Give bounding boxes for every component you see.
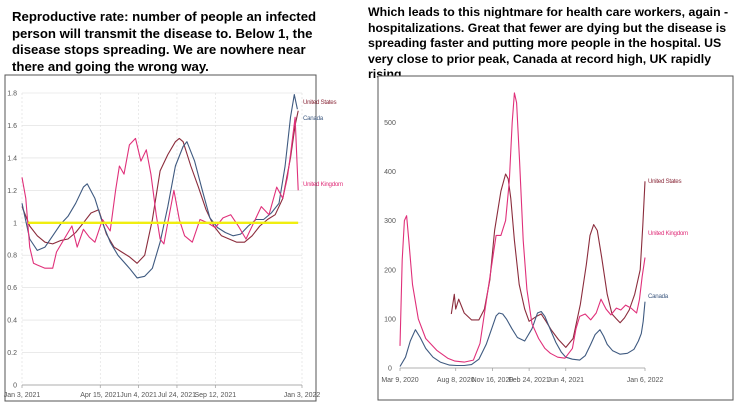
y-tick-label: 1.8 <box>7 91 17 98</box>
label-canada: Canada <box>648 293 669 300</box>
y-tick-label: 0.8 <box>7 253 17 260</box>
x-tick-label: Aug 8, 2020 <box>437 377 475 384</box>
x-tick-label: Mar 9, 2020 <box>381 377 418 384</box>
y-tick-label: 1.6 <box>7 123 17 130</box>
series-line-united-states <box>21 110 299 264</box>
y-tick-label: 0.6 <box>7 285 17 292</box>
x-tick-label: Jan 3, 2021 <box>4 392 41 399</box>
series-line-canada <box>399 301 646 367</box>
y-tick-label: 200 <box>384 267 396 274</box>
series-line-united-kingdom <box>399 92 646 363</box>
x-tick-label: Jan 6, 2022 <box>627 377 664 384</box>
x-tick-label: Jan 3, 2022 <box>284 392 321 399</box>
y-tick-label: 1.4 <box>7 155 17 162</box>
right-chart-frame <box>377 75 734 401</box>
series-line-united-states <box>450 173 646 348</box>
right-caption: Which leads to this nightmare for health… <box>368 5 729 81</box>
y-tick-label: 0.4 <box>7 318 17 325</box>
y-tick-label: 300 <box>384 218 396 225</box>
series-line-united-kingdom <box>21 116 299 269</box>
reproduction-rate-chart: 0 0.2 0.4 0.6 0.8 1 1.2 1.4 1.6 1.8 Jan 3, 2021 Ap… <box>4 91 344 400</box>
y-tick-label: 1 <box>13 220 17 227</box>
x-tick-label: Nov 16, 2020 <box>472 377 514 384</box>
x-tick-label: Apr 15, 2021 <box>80 392 120 399</box>
y-tick-label: 100 <box>384 316 396 323</box>
x-tick-label: Jun 4, 2021 <box>547 377 584 384</box>
hospitalizations-chart: 0 100 200 300 400 500 Mar 9, 2020 Aug 8, 2020N… <box>381 92 688 384</box>
left-caption: Reproductive rate: number of people an i… <box>12 9 317 74</box>
y-tick-label: 500 <box>384 120 396 127</box>
label-united-states: United States <box>303 99 336 106</box>
x-tick-label: Feb 24, 2021 <box>508 377 549 384</box>
y-tick-label: 0 <box>388 366 392 373</box>
series-line-canada <box>21 94 298 279</box>
label-united-kingdom: United Kingdom <box>303 181 343 188</box>
y-tick-label: 0.2 <box>7 350 17 357</box>
label-canada: Canada <box>303 115 324 122</box>
y-tick-label: 1.2 <box>7 188 17 195</box>
label-united-states: United States <box>648 178 681 185</box>
x-tick-label: Jun 4, 2021 <box>120 392 157 399</box>
x-tick-label: Jul 24, 2021 <box>158 392 196 399</box>
x-tick-label: Sep 12, 2021 <box>194 392 236 399</box>
label-united-kingdom: United Kingdom <box>648 230 688 237</box>
y-tick-label: 400 <box>384 169 396 176</box>
y-tick-label: 0 <box>13 383 17 390</box>
